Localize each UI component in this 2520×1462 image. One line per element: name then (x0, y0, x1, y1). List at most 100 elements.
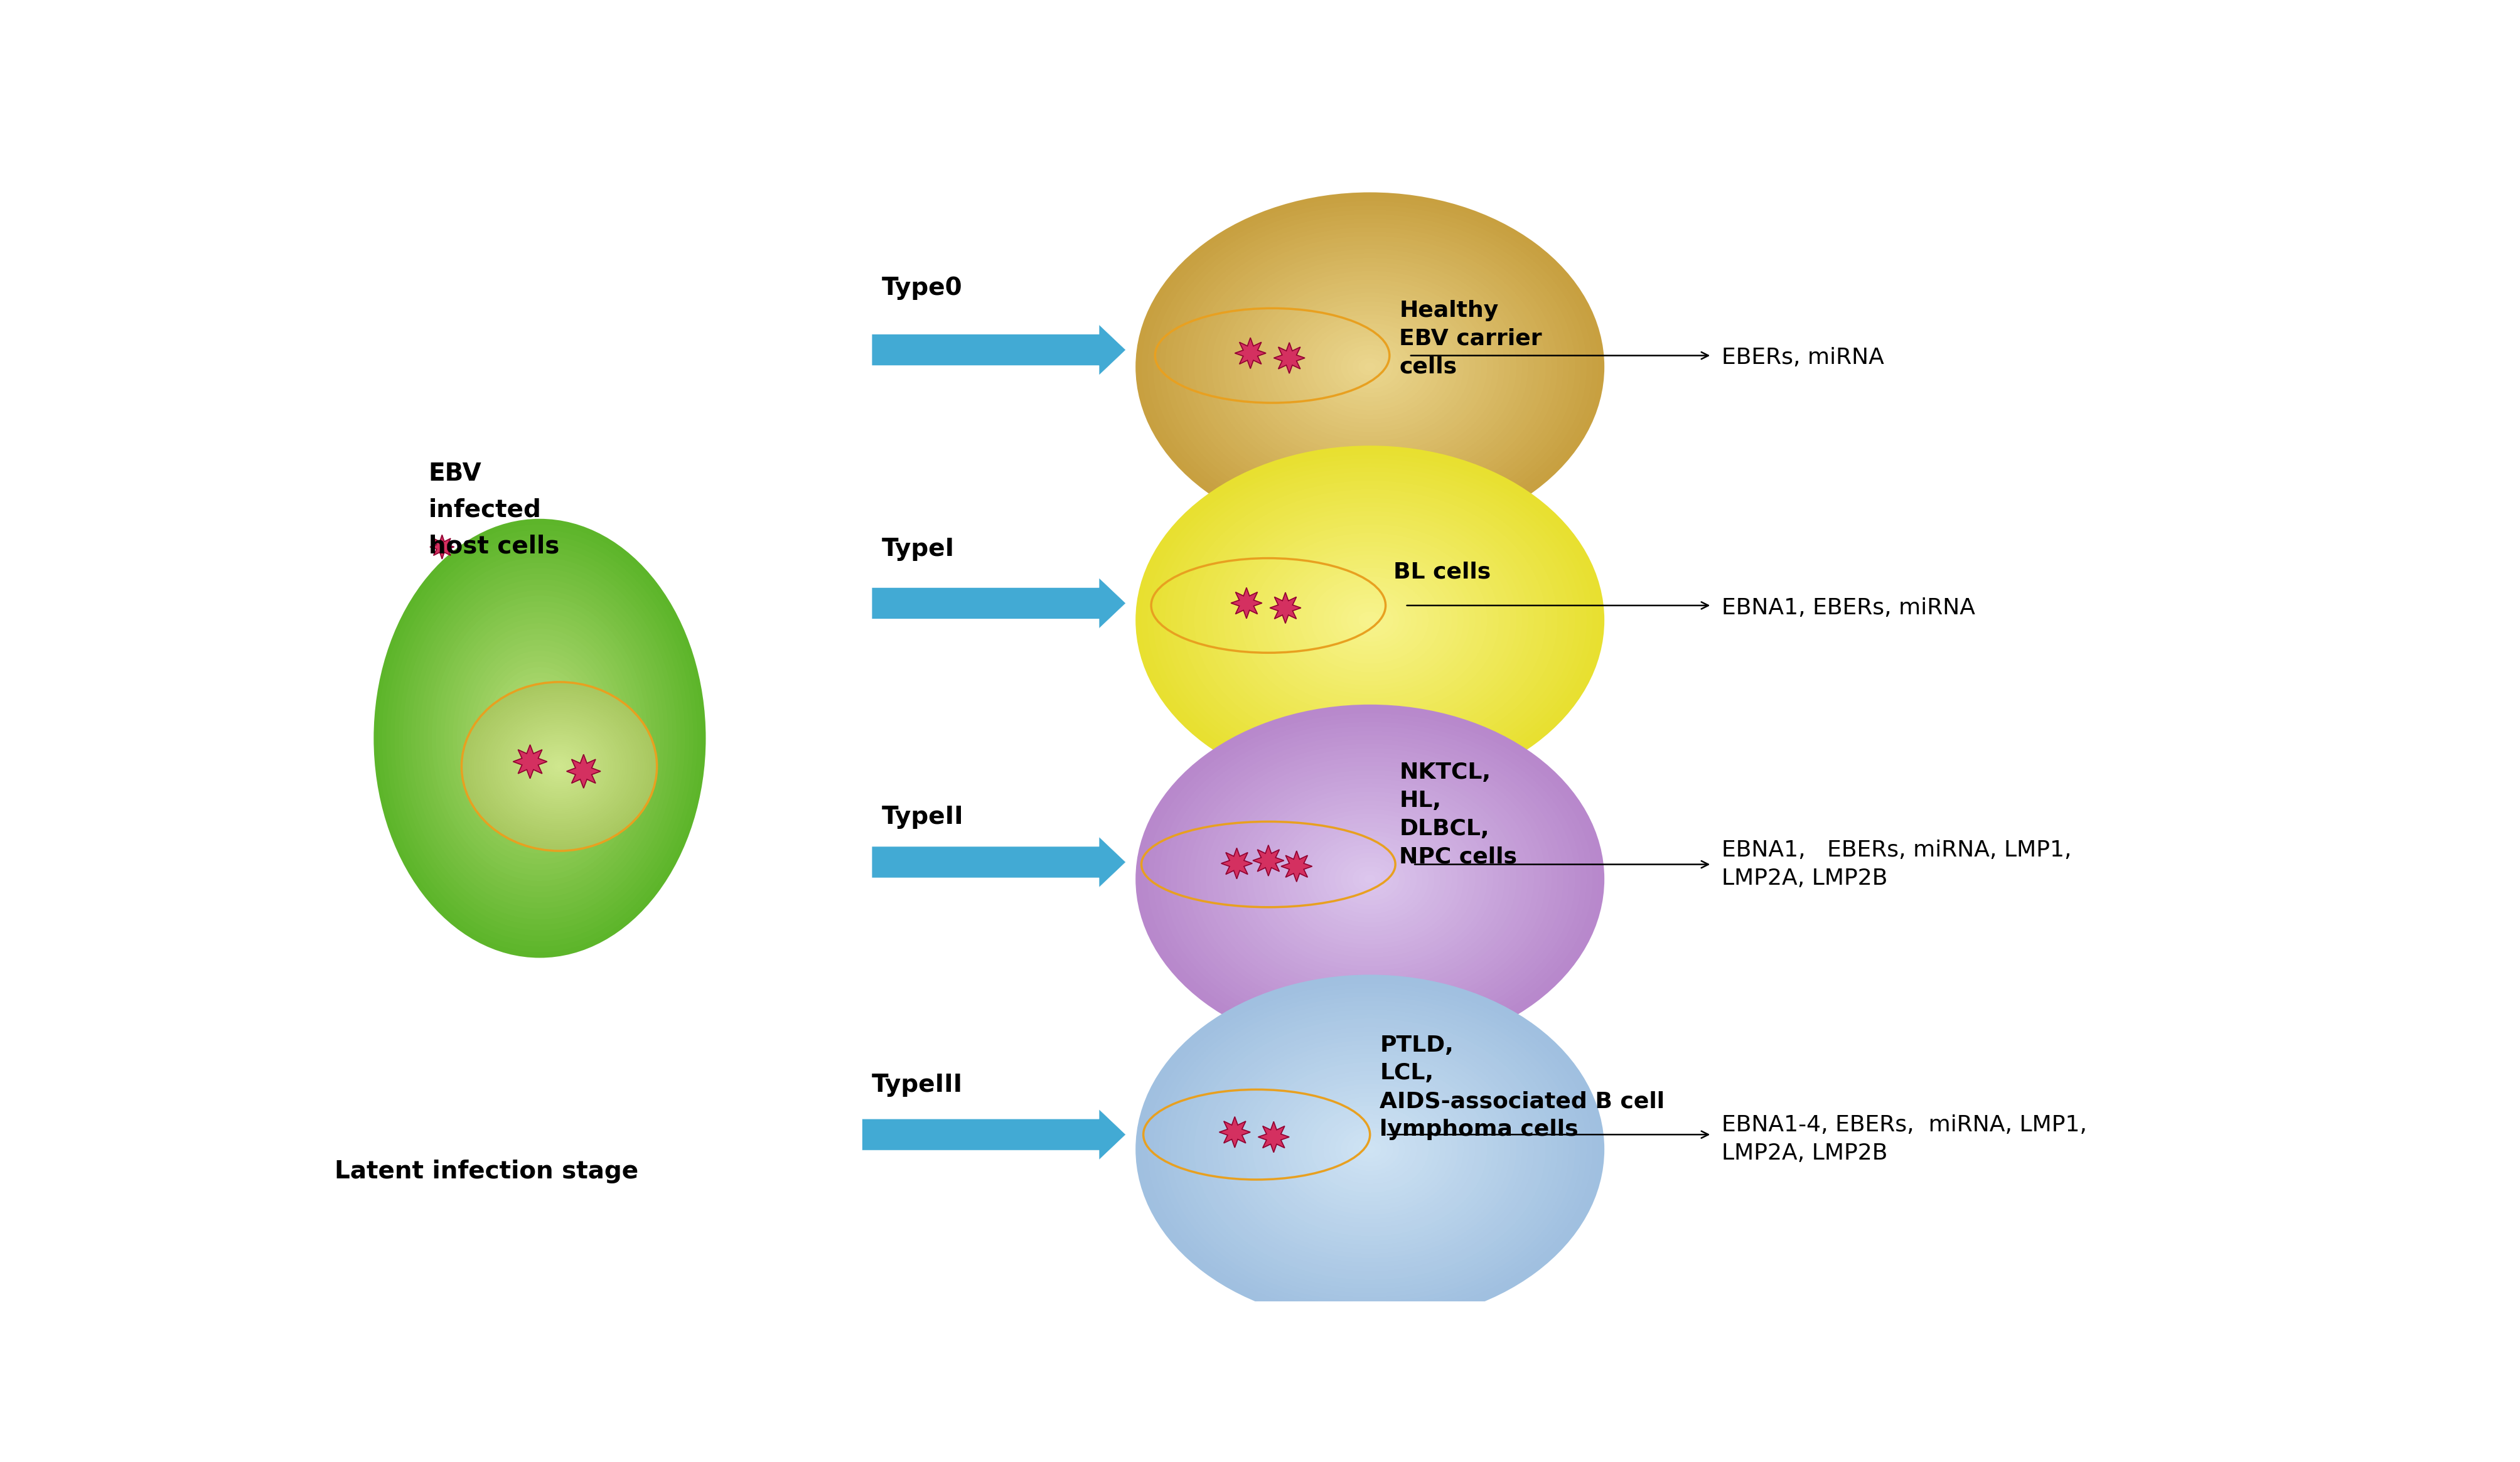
Ellipse shape (464, 639, 615, 838)
Ellipse shape (1159, 463, 1580, 778)
Ellipse shape (1147, 202, 1593, 532)
Polygon shape (431, 535, 454, 558)
Ellipse shape (1283, 813, 1457, 944)
Ellipse shape (378, 525, 701, 952)
Text: Latent infection stage: Latent infection stage (335, 1159, 638, 1184)
Ellipse shape (1363, 363, 1376, 371)
Ellipse shape (1152, 988, 1588, 1310)
Ellipse shape (1169, 1001, 1570, 1297)
Ellipse shape (512, 727, 605, 807)
Text: host cells: host cells (428, 534, 559, 558)
Ellipse shape (1240, 784, 1499, 975)
Ellipse shape (1341, 857, 1399, 901)
Ellipse shape (1235, 779, 1504, 980)
Ellipse shape (1257, 284, 1482, 450)
Ellipse shape (1328, 1118, 1411, 1180)
Ellipse shape (512, 700, 570, 776)
Ellipse shape (481, 661, 597, 816)
Text: EBV: EBV (428, 462, 481, 485)
Ellipse shape (1346, 349, 1394, 385)
Ellipse shape (1336, 1123, 1404, 1175)
Ellipse shape (469, 645, 610, 832)
Ellipse shape (1358, 611, 1381, 629)
Ellipse shape (1318, 327, 1421, 406)
Ellipse shape (1300, 567, 1439, 673)
Ellipse shape (1328, 589, 1411, 651)
Ellipse shape (504, 718, 615, 814)
Ellipse shape (1194, 1019, 1545, 1281)
Ellipse shape (1137, 446, 1605, 794)
Ellipse shape (1194, 490, 1545, 751)
Ellipse shape (1252, 532, 1487, 708)
Ellipse shape (1152, 718, 1588, 1041)
Ellipse shape (471, 690, 648, 842)
Ellipse shape (393, 547, 685, 930)
Ellipse shape (1240, 525, 1499, 716)
Ellipse shape (1275, 297, 1464, 437)
Ellipse shape (479, 697, 640, 836)
Ellipse shape (534, 732, 544, 744)
Ellipse shape (1169, 731, 1570, 1028)
Ellipse shape (1194, 749, 1545, 1010)
Text: Type0: Type0 (882, 276, 963, 300)
Ellipse shape (1310, 835, 1429, 923)
Text: NKTCL,
HL,
DLBCL,
NPC cells: NKTCL, HL, DLBCL, NPC cells (1399, 762, 1517, 867)
Ellipse shape (1318, 1110, 1421, 1189)
Ellipse shape (474, 651, 605, 826)
Ellipse shape (1252, 1061, 1487, 1237)
Ellipse shape (489, 673, 590, 804)
Ellipse shape (1323, 585, 1416, 655)
Ellipse shape (519, 711, 559, 766)
Ellipse shape (1142, 709, 1598, 1050)
Ellipse shape (507, 694, 572, 782)
Ellipse shape (416, 573, 665, 904)
Ellipse shape (1270, 1075, 1469, 1224)
Ellipse shape (486, 667, 595, 810)
Text: EBNA1,   EBERs, miRNA, LMP1,
LMP2A, LMP2B: EBNA1, EBERs, miRNA, LMP1, LMP2A, LMP2B (1721, 839, 2071, 889)
Ellipse shape (1247, 275, 1492, 459)
Ellipse shape (1265, 288, 1474, 446)
Ellipse shape (509, 724, 607, 808)
Ellipse shape (1217, 1035, 1522, 1263)
Ellipse shape (1187, 231, 1552, 501)
Ellipse shape (1137, 193, 1605, 541)
Ellipse shape (1288, 817, 1452, 940)
Text: Healthy
EBV carrier
cells: Healthy EBV carrier cells (1399, 300, 1542, 377)
Ellipse shape (464, 684, 655, 849)
Ellipse shape (484, 700, 635, 832)
Ellipse shape (1147, 455, 1593, 787)
Ellipse shape (1252, 792, 1487, 966)
Ellipse shape (1182, 481, 1557, 760)
Ellipse shape (1177, 477, 1562, 765)
Ellipse shape (383, 529, 698, 947)
Ellipse shape (1230, 775, 1509, 984)
Ellipse shape (1159, 993, 1580, 1306)
Ellipse shape (496, 712, 622, 822)
Ellipse shape (509, 722, 610, 811)
Ellipse shape (1187, 485, 1552, 756)
Ellipse shape (1270, 292, 1469, 442)
Ellipse shape (532, 727, 547, 750)
Ellipse shape (534, 746, 585, 788)
Ellipse shape (449, 617, 630, 860)
Ellipse shape (1205, 1028, 1535, 1272)
Ellipse shape (1358, 358, 1381, 376)
Ellipse shape (1305, 1101, 1434, 1197)
Ellipse shape (1164, 727, 1575, 1032)
Ellipse shape (532, 743, 587, 789)
Ellipse shape (1247, 528, 1492, 712)
Ellipse shape (1182, 1010, 1557, 1289)
Polygon shape (1257, 1121, 1288, 1152)
Ellipse shape (386, 535, 693, 942)
Ellipse shape (411, 569, 668, 908)
Ellipse shape (373, 519, 706, 958)
Ellipse shape (1305, 830, 1434, 927)
Ellipse shape (1187, 1015, 1552, 1285)
Ellipse shape (398, 551, 680, 925)
Ellipse shape (1275, 1079, 1464, 1219)
Text: EBERs, miRNA: EBERs, miRNA (1721, 346, 1882, 368)
Ellipse shape (524, 737, 592, 795)
Ellipse shape (1270, 545, 1469, 694)
Polygon shape (1235, 338, 1265, 368)
Ellipse shape (1240, 1053, 1499, 1246)
